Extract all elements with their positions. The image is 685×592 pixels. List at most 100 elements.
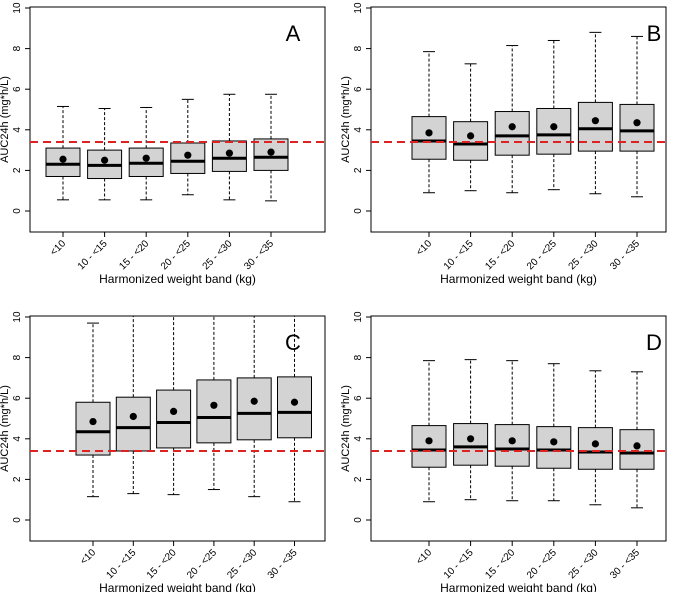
x-tick-label: <10 [414,238,434,258]
y-tick-label: 0 [12,517,23,523]
plot-frame [29,6,326,233]
boxes-group [30,316,325,503]
iqr-box [577,101,613,152]
iqr-box [236,377,272,441]
panel-b: 0 2 4 6 8 10 AUC24h (mg*h/L) <10 10 - <15 15 - <2… [340,2,667,286]
iqr-box [453,121,489,161]
mean-dot [129,412,137,421]
iqr-box [411,116,447,160]
y-tick-label: 10 [12,2,23,14]
y-tick-label: 10 [12,311,23,323]
box-2 [453,63,489,192]
iqr-box [536,107,572,155]
x-tick-label: 10 - <15 [442,547,476,581]
box-3 [128,106,164,201]
y-tick-label: 4 [353,436,364,442]
box-4 [196,316,232,491]
mean-dot [467,132,475,140]
mean-dot [508,123,516,131]
x-tick-label: <10 [78,547,98,567]
iqr-box [494,111,530,156]
box-6 [277,316,312,503]
iqr-box [536,426,572,469]
mean-dot [101,156,109,164]
box-5 [577,31,613,195]
mean-dot [250,397,258,405]
panel-d: 0 2 4 6 8 10 AUC24h (mg*h/L) <10 10 - <15 15 - <2… [340,311,667,592]
box-5 [211,93,247,201]
y-tick-label: 0 [353,208,364,214]
x-axis-label: Harmonized weight band (kg) [440,272,597,286]
iqr-box [453,423,489,466]
mean-dot [550,438,558,446]
boxes-group [371,31,666,198]
box-1 [45,105,81,201]
mean-dot [210,401,218,409]
mean-dot [59,155,67,163]
iqr-box [411,425,447,468]
y-tick-label: 6 [12,395,23,401]
x-tick-label: 10 - <15 [104,547,138,581]
box-1 [75,322,111,498]
x-tick-label: 25 - <30 [225,547,259,581]
iqr-box [577,427,613,470]
y-tick-label: 0 [353,517,364,523]
box-4 [536,363,572,502]
x-tick-label: 10 - <15 [76,238,110,272]
panel-letter: A [286,21,301,46]
y-tick-label: 2 [12,167,23,173]
y-axis-label: AUC24h (mg*h/L) [0,76,11,163]
x-tick-label: 30 - <35 [266,547,300,581]
box-1 [411,51,447,194]
box-2 [87,107,123,201]
iqr-box [277,376,312,439]
mean-dot [184,151,192,159]
x-tick-label: 15 - <20 [483,238,517,272]
box-5 [236,316,272,498]
box-2 [453,359,489,501]
plot-frame [29,315,326,542]
y-tick-label: 2 [12,476,23,482]
y-tick-label: 8 [12,45,23,51]
x-tick-label: 20 - <25 [525,238,559,272]
x-tick-label: <10 [414,547,434,567]
y-tick-label: 10 [353,311,364,323]
y-tick-label: 6 [12,86,23,92]
mean-dot [170,407,178,415]
y-tick-label: 8 [12,354,23,360]
box-4 [536,39,572,191]
panel-letter: C [285,330,301,355]
box-1 [411,360,447,503]
y-tick-label: 8 [353,354,364,360]
mean-dot [225,149,233,157]
iqr-box [156,389,192,449]
box-6 [619,371,655,509]
y-tick-label: 4 [353,127,364,133]
x-tick-label: 25 - <30 [201,238,235,272]
box-6 [619,35,655,198]
plot-frame [370,6,667,233]
x-tick-label: 25 - <30 [567,238,601,272]
plot-frame [370,315,667,542]
x-tick-label: 30 - <35 [242,238,276,272]
x-tick-label: 15 - <20 [483,547,517,581]
mean-dot [290,398,299,406]
y-tick-label: 0 [12,208,23,214]
iqr-box [115,396,151,452]
box-2 [115,316,151,495]
x-axis-label: Harmonized weight band (kg) [99,581,256,592]
y-tick-label: 10 [353,2,364,14]
x-tick-label: 25 - <30 [567,547,601,581]
x-tick-label: 15 - <20 [117,238,151,272]
x-axis-label: Harmonized weight band (kg) [440,581,597,592]
mean-dot [425,437,433,445]
y-tick-label: 8 [353,45,364,51]
box-3 [494,360,530,502]
panel-letter: B [647,21,662,46]
mean-dot [591,117,600,125]
y-tick-label: 4 [12,436,23,442]
y-tick-label: 6 [353,395,364,401]
panel-c: 0 2 4 6 8 10 AUC24h (mg*h/L) <10 10 - <15 15 - <2… [0,311,326,592]
box-3 [494,45,530,194]
y-tick-label: 2 [353,476,364,482]
